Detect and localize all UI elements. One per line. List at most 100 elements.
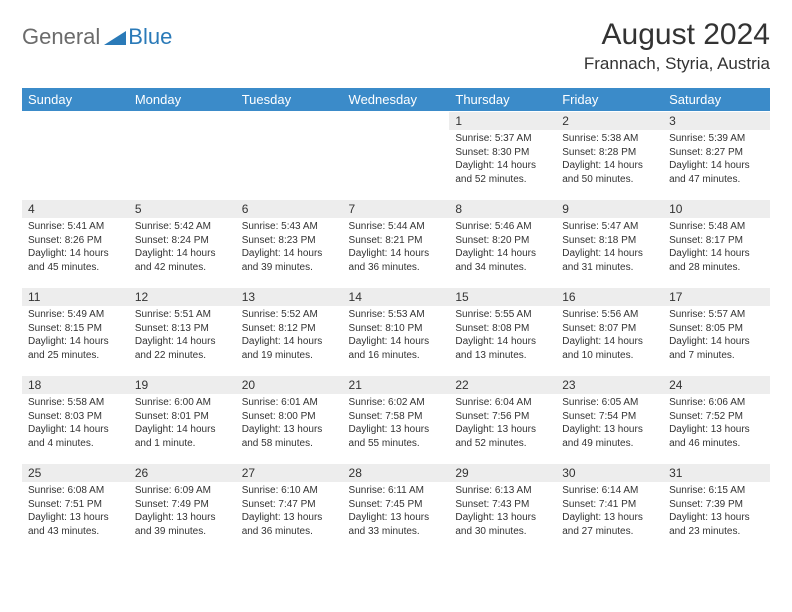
day-number: 20	[236, 375, 343, 394]
day-number: 28	[343, 463, 450, 482]
weekday-header: Monday	[129, 88, 236, 111]
daylight-text: Daylight: 14 hours and 42 minutes.	[135, 247, 230, 274]
sunset-text: Sunset: 7:47 PM	[242, 498, 337, 512]
day-number	[22, 111, 129, 130]
sunset-text: Sunset: 7:56 PM	[455, 410, 550, 424]
page-header: General Blue August 2024 Frannach, Styri…	[22, 18, 770, 74]
daylight-text: Daylight: 14 hours and 31 minutes.	[562, 247, 657, 274]
sunset-text: Sunset: 7:54 PM	[562, 410, 657, 424]
day-number	[343, 111, 450, 130]
day-info	[343, 130, 450, 136]
sunset-text: Sunset: 8:20 PM	[455, 234, 550, 248]
daylight-text: Daylight: 13 hours and 49 minutes.	[562, 423, 657, 450]
sunset-text: Sunset: 8:13 PM	[135, 322, 230, 336]
sunrise-text: Sunrise: 5:57 AM	[669, 308, 764, 322]
weekday-header: Friday	[556, 88, 663, 111]
daylight-text: Daylight: 14 hours and 52 minutes.	[455, 159, 550, 186]
day-number: 6	[236, 199, 343, 218]
calendar-cell: 29Sunrise: 6:13 AMSunset: 7:43 PMDayligh…	[449, 463, 556, 551]
day-number: 26	[129, 463, 236, 482]
sunrise-text: Sunrise: 6:04 AM	[455, 396, 550, 410]
calendar-table: SundayMondayTuesdayWednesdayThursdayFrid…	[22, 88, 770, 551]
day-info: Sunrise: 6:01 AMSunset: 8:00 PMDaylight:…	[236, 394, 343, 454]
calendar-cell: 13Sunrise: 5:52 AMSunset: 8:12 PMDayligh…	[236, 287, 343, 375]
calendar-cell	[22, 111, 129, 199]
sunset-text: Sunset: 8:15 PM	[28, 322, 123, 336]
day-number: 27	[236, 463, 343, 482]
daylight-text: Daylight: 14 hours and 7 minutes.	[669, 335, 764, 362]
calendar-cell: 27Sunrise: 6:10 AMSunset: 7:47 PMDayligh…	[236, 463, 343, 551]
daylight-text: Daylight: 14 hours and 28 minutes.	[669, 247, 764, 274]
sunrise-text: Sunrise: 6:08 AM	[28, 484, 123, 498]
day-info: Sunrise: 5:49 AMSunset: 8:15 PMDaylight:…	[22, 306, 129, 366]
day-info	[22, 130, 129, 136]
title-block: August 2024 Frannach, Styria, Austria	[584, 18, 770, 74]
calendar-cell: 30Sunrise: 6:14 AMSunset: 7:41 PMDayligh…	[556, 463, 663, 551]
day-number: 25	[22, 463, 129, 482]
day-info: Sunrise: 6:14 AMSunset: 7:41 PMDaylight:…	[556, 482, 663, 542]
day-info: Sunrise: 5:48 AMSunset: 8:17 PMDaylight:…	[663, 218, 770, 278]
sunrise-text: Sunrise: 5:44 AM	[349, 220, 444, 234]
sunrise-text: Sunrise: 5:51 AM	[135, 308, 230, 322]
sunrise-text: Sunrise: 5:46 AM	[455, 220, 550, 234]
calendar-cell: 11Sunrise: 5:49 AMSunset: 8:15 PMDayligh…	[22, 287, 129, 375]
calendar-body: 1Sunrise: 5:37 AMSunset: 8:30 PMDaylight…	[22, 111, 770, 551]
daylight-text: Daylight: 13 hours and 30 minutes.	[455, 511, 550, 538]
day-number: 30	[556, 463, 663, 482]
calendar-cell: 8Sunrise: 5:46 AMSunset: 8:20 PMDaylight…	[449, 199, 556, 287]
day-info: Sunrise: 6:15 AMSunset: 7:39 PMDaylight:…	[663, 482, 770, 542]
sunset-text: Sunset: 8:23 PM	[242, 234, 337, 248]
day-info: Sunrise: 5:55 AMSunset: 8:08 PMDaylight:…	[449, 306, 556, 366]
day-info: Sunrise: 5:39 AMSunset: 8:27 PMDaylight:…	[663, 130, 770, 190]
day-number: 1	[449, 111, 556, 130]
sunrise-text: Sunrise: 5:52 AM	[242, 308, 337, 322]
weekday-header: Tuesday	[236, 88, 343, 111]
calendar-cell: 24Sunrise: 6:06 AMSunset: 7:52 PMDayligh…	[663, 375, 770, 463]
calendar-cell: 4Sunrise: 5:41 AMSunset: 8:26 PMDaylight…	[22, 199, 129, 287]
sunrise-text: Sunrise: 6:01 AM	[242, 396, 337, 410]
day-number: 22	[449, 375, 556, 394]
day-number: 31	[663, 463, 770, 482]
sunset-text: Sunset: 8:00 PM	[242, 410, 337, 424]
day-info: Sunrise: 5:57 AMSunset: 8:05 PMDaylight:…	[663, 306, 770, 366]
day-info: Sunrise: 6:10 AMSunset: 7:47 PMDaylight:…	[236, 482, 343, 542]
daylight-text: Daylight: 13 hours and 27 minutes.	[562, 511, 657, 538]
sunrise-text: Sunrise: 5:42 AM	[135, 220, 230, 234]
daylight-text: Daylight: 13 hours and 43 minutes.	[28, 511, 123, 538]
calendar-week-row: 4Sunrise: 5:41 AMSunset: 8:26 PMDaylight…	[22, 199, 770, 287]
daylight-text: Daylight: 13 hours and 55 minutes.	[349, 423, 444, 450]
sunset-text: Sunset: 7:58 PM	[349, 410, 444, 424]
calendar-cell: 12Sunrise: 5:51 AMSunset: 8:13 PMDayligh…	[129, 287, 236, 375]
daylight-text: Daylight: 14 hours and 1 minute.	[135, 423, 230, 450]
day-info: Sunrise: 6:00 AMSunset: 8:01 PMDaylight:…	[129, 394, 236, 454]
page-subtitle: Frannach, Styria, Austria	[584, 54, 770, 74]
sunrise-text: Sunrise: 5:39 AM	[669, 132, 764, 146]
calendar-cell: 21Sunrise: 6:02 AMSunset: 7:58 PMDayligh…	[343, 375, 450, 463]
calendar-cell: 18Sunrise: 5:58 AMSunset: 8:03 PMDayligh…	[22, 375, 129, 463]
daylight-text: Daylight: 14 hours and 34 minutes.	[455, 247, 550, 274]
day-number: 5	[129, 199, 236, 218]
sunrise-text: Sunrise: 5:58 AM	[28, 396, 123, 410]
daylight-text: Daylight: 14 hours and 47 minutes.	[669, 159, 764, 186]
calendar-week-row: 11Sunrise: 5:49 AMSunset: 8:15 PMDayligh…	[22, 287, 770, 375]
day-info: Sunrise: 5:38 AMSunset: 8:28 PMDaylight:…	[556, 130, 663, 190]
sunset-text: Sunset: 8:01 PM	[135, 410, 230, 424]
calendar-cell: 19Sunrise: 6:00 AMSunset: 8:01 PMDayligh…	[129, 375, 236, 463]
calendar-cell: 10Sunrise: 5:48 AMSunset: 8:17 PMDayligh…	[663, 199, 770, 287]
sunrise-text: Sunrise: 5:38 AM	[562, 132, 657, 146]
sunset-text: Sunset: 8:18 PM	[562, 234, 657, 248]
daylight-text: Daylight: 14 hours and 4 minutes.	[28, 423, 123, 450]
day-info: Sunrise: 5:58 AMSunset: 8:03 PMDaylight:…	[22, 394, 129, 454]
sunset-text: Sunset: 8:10 PM	[349, 322, 444, 336]
calendar-cell: 15Sunrise: 5:55 AMSunset: 8:08 PMDayligh…	[449, 287, 556, 375]
calendar-cell: 22Sunrise: 6:04 AMSunset: 7:56 PMDayligh…	[449, 375, 556, 463]
sunrise-text: Sunrise: 6:00 AM	[135, 396, 230, 410]
daylight-text: Daylight: 14 hours and 39 minutes.	[242, 247, 337, 274]
logo: General Blue	[22, 18, 172, 50]
calendar-head: SundayMondayTuesdayWednesdayThursdayFrid…	[22, 88, 770, 111]
sunset-text: Sunset: 8:12 PM	[242, 322, 337, 336]
day-info: Sunrise: 6:08 AMSunset: 7:51 PMDaylight:…	[22, 482, 129, 542]
day-info: Sunrise: 6:11 AMSunset: 7:45 PMDaylight:…	[343, 482, 450, 542]
daylight-text: Daylight: 14 hours and 16 minutes.	[349, 335, 444, 362]
sunrise-text: Sunrise: 6:09 AM	[135, 484, 230, 498]
